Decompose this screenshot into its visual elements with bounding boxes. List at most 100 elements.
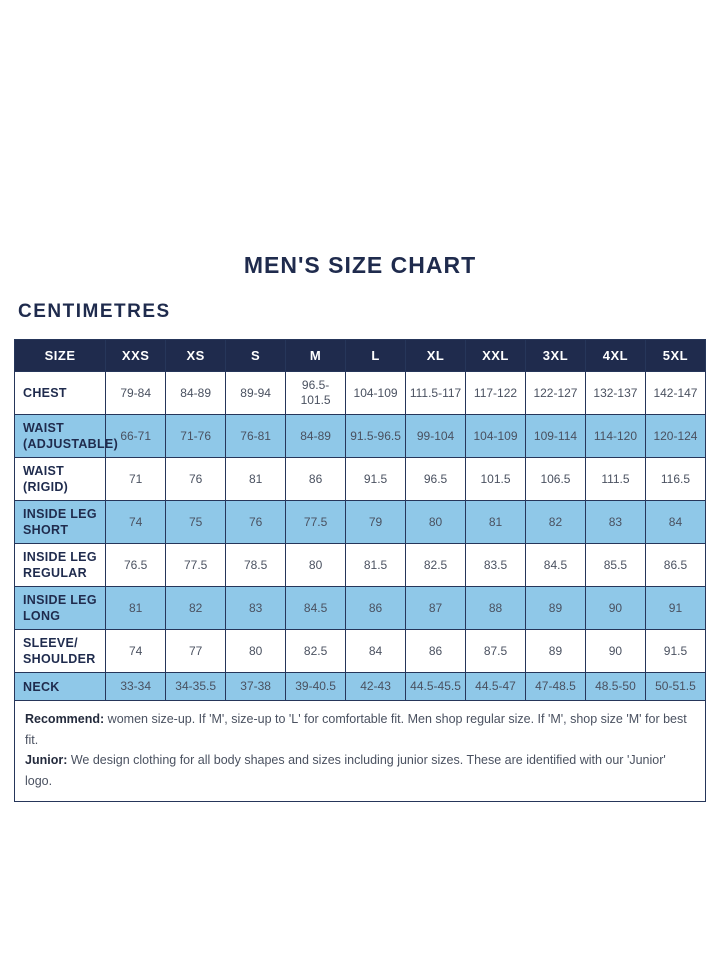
size-cell: 114-120 [584,414,646,458]
table-row: CHEST 79-84 84-89 89-94 96.5-101.5 104-109 111… [13,371,707,415]
size-cell: 120-124 [644,414,707,458]
column-header-size: SIZE [13,339,107,372]
size-cell: 42-43 [345,672,407,701]
size-cell: 87 [405,586,467,630]
size-cell: 117-122 [465,371,526,415]
size-cell: 81 [225,457,287,501]
table-row: WAIST (ADJUSTABLE) 66-71 71-76 76-81 84-89 91… [13,414,707,458]
size-cell: 44.5-45.5 [405,672,467,701]
size-cell: 111.5 [584,457,646,501]
size-cell: 116.5 [644,457,707,501]
size-cell: 34-35.5 [165,672,227,701]
size-cell: 91.5-96.5 [345,414,407,458]
row-label: INSIDE LEG REGULAR [13,543,107,587]
size-cell: 66-71 [105,414,167,458]
junior-text: We design clothing for all body shapes a… [25,753,666,788]
size-cell: 33-34 [105,672,167,701]
size-chart-table: SIZE XXS XS S M L XL XXL 3XL 4XL 5XL CHEST 79-84 84-… [13,339,707,701]
row-label: CHEST [13,371,107,415]
column-header-s: S [225,339,287,372]
size-cell: 109-114 [524,414,586,458]
size-cell: 83 [584,500,646,544]
table-row: INSIDE LEG REGULAR 76.5 77.5 78.5 80 81.5 82.5… [13,543,707,587]
size-cell: 82 [524,500,586,544]
column-header-xs: XS [165,339,227,372]
column-header-3xl: 3XL [524,339,586,372]
row-label: WAIST (RIGID) [13,457,107,501]
size-cell: 86 [405,629,467,673]
size-cell: 76 [225,500,287,544]
size-cell: 77.5 [285,500,347,544]
size-cell: 89-94 [225,371,287,415]
size-cell: 77.5 [165,543,227,587]
units-heading: CENTIMETRES [18,301,171,322]
size-cell: 91.5 [345,457,407,501]
table-header: SIZE XXS XS S M L XL XXL 3XL 4XL 5XL [13,339,707,372]
page-title: MEN'S SIZE CHART [243,252,477,278]
size-cell: 104-109 [345,371,407,415]
row-label: INSIDE LEG LONG [13,586,107,630]
size-cell: 111.5-117 [405,371,467,415]
size-cell: 83 [225,586,287,630]
row-label: INSIDE LEG SHORT [13,500,107,544]
column-header-xxl: XXL [465,339,526,372]
size-cell: 142-147 [644,371,707,415]
junior-note: Junior: We design clothing for all body … [25,750,695,791]
size-cell: 90 [584,586,646,630]
column-header-4xl: 4XL [584,339,646,372]
size-cell: 71-76 [165,414,227,458]
size-cell: 89 [524,586,586,630]
size-cell: 86.5 [644,543,707,587]
size-cell: 85.5 [584,543,646,587]
column-header-xl: XL [405,339,467,372]
recommend-label: Recommend: [25,712,105,726]
size-cell: 88 [465,586,526,630]
table-row: WAIST (RIGID) 71 76 81 86 91.5 96.5 101.5 106.5 1… [13,457,707,501]
size-cell: 87.5 [465,629,526,673]
size-cell: 76.5 [105,543,167,587]
size-cell: 122-127 [524,371,586,415]
size-cell: 47-48.5 [524,672,586,701]
size-cell: 39-40.5 [285,672,347,701]
size-cell: 75 [165,500,227,544]
size-cell: 84.5 [524,543,586,587]
size-cell: 80 [225,629,287,673]
size-cell: 132-137 [584,371,646,415]
size-cell: 80 [405,500,467,544]
recommend-text: women size-up. If 'M', size-up to 'L' fo… [25,712,687,747]
column-header-m: M [285,339,347,372]
size-cell: 79 [345,500,407,544]
size-cell: 82 [165,586,227,630]
size-cell: 86 [285,457,347,501]
table-body: CHEST 79-84 84-89 89-94 96.5-101.5 104-109 111… [13,371,707,701]
size-cell: 80 [285,543,347,587]
size-cell: 91.5 [644,629,707,673]
size-cell: 82.5 [405,543,467,587]
row-label: SLEEVE/​SHOULDER [13,629,107,673]
size-cell: 71 [105,457,167,501]
size-cell: 104-109 [465,414,526,458]
size-cell: 86 [345,586,407,630]
table-header-row: SIZE XXS XS S M L XL XXL 3XL 4XL 5XL [13,339,707,372]
size-cell: 83.5 [465,543,526,587]
size-cell: 90 [584,629,646,673]
size-cell: 74 [105,629,167,673]
size-cell: 76-81 [225,414,287,458]
size-cell: 50-51.5 [644,672,707,701]
size-cell: 37-38 [225,672,287,701]
size-cell: 81 [465,500,526,544]
size-cell: 44.5-47 [465,672,526,701]
size-cell: 78.5 [225,543,287,587]
size-cell: 81 [105,586,167,630]
size-cell: 81.5 [345,543,407,587]
column-header-5xl: 5XL [644,339,707,372]
footer-note: Recommend: women size-up. If 'M', size-u… [14,700,706,802]
size-cell: 84 [644,500,707,544]
recommend-note: Recommend: women size-up. If 'M', size-u… [25,709,695,750]
size-cell: 74 [105,500,167,544]
column-header-xxs: XXS [105,339,167,372]
size-cell: 89 [524,629,586,673]
size-cell: 84-89 [285,414,347,458]
size-cell: 91 [644,586,707,630]
